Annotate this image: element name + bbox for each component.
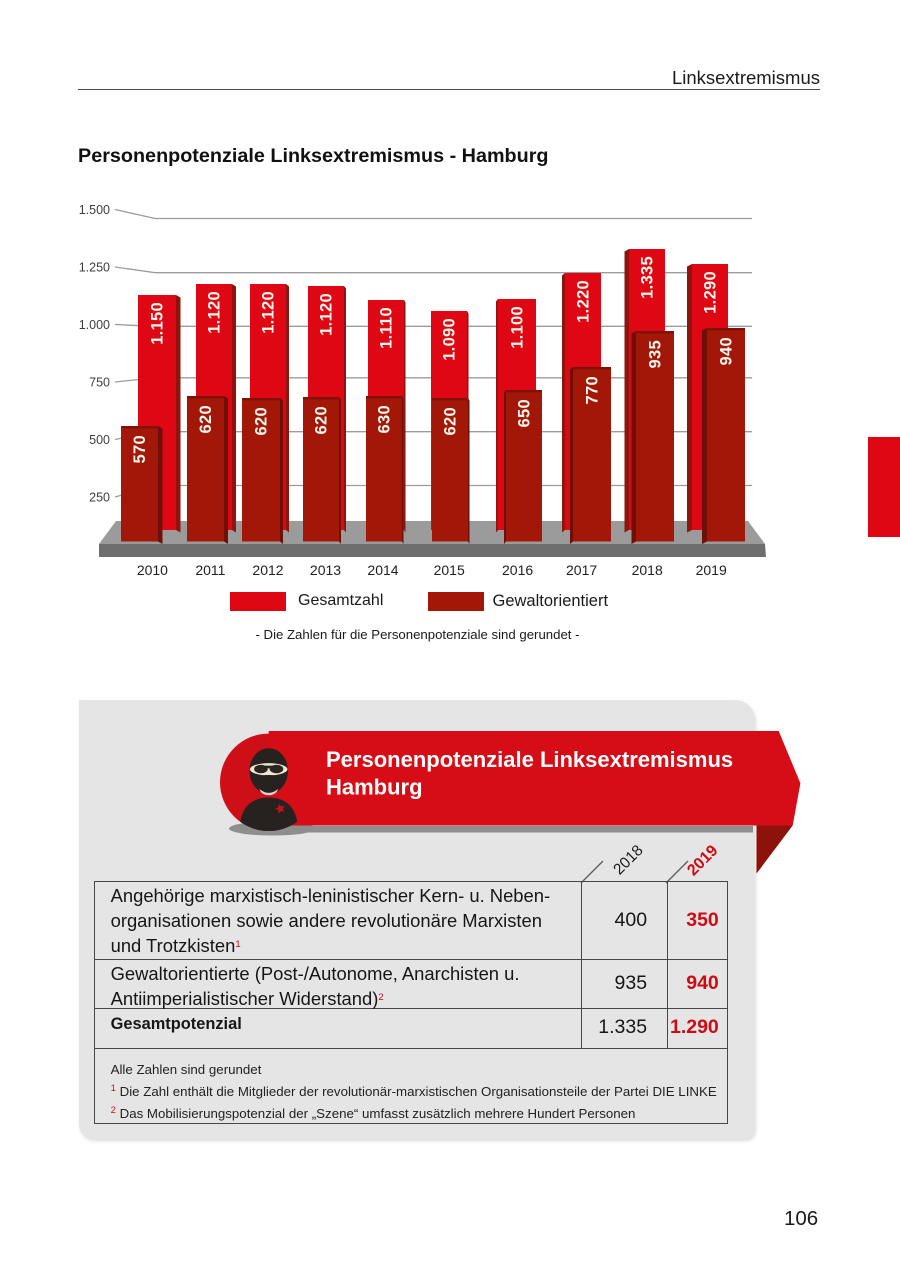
svg-text:1.290: 1.290 [702,271,720,314]
svg-text:2016: 2016 [502,562,533,578]
svg-text:2018: 2018 [632,562,663,578]
svg-text:1.335: 1.335 [639,256,657,299]
svg-text:1.000: 1.000 [79,318,110,332]
svg-text:1.090: 1.090 [441,318,459,361]
svg-text:1.220: 1.220 [575,280,593,323]
svg-text:2010: 2010 [137,562,168,578]
svg-text:2019: 2019 [696,562,727,578]
svg-text:1.120: 1.120 [318,293,336,336]
svg-text:1.250: 1.250 [79,261,110,275]
svg-text:2018: 2018 [610,842,646,878]
svg-text:1.150: 1.150 [149,302,167,345]
svg-text:2011: 2011 [195,562,225,578]
svg-text:630: 630 [376,405,394,433]
svg-text:1.120: 1.120 [260,291,278,334]
svg-text:Hamburg: Hamburg [326,775,423,800]
svg-text:250: 250 [89,491,110,505]
svg-text:500: 500 [89,433,110,447]
svg-text:620: 620 [197,405,215,433]
svg-text:1.110: 1.110 [378,307,396,349]
svg-text:770: 770 [584,376,602,404]
svg-text:2019: 2019 [684,842,721,879]
svg-text:750: 750 [89,376,110,390]
svg-text:935: 935 [647,340,665,368]
svg-text:Personenpotenziale Linksextrem: Personenpotenziale Linksextremismus [326,747,733,772]
svg-text:1.100: 1.100 [509,306,527,349]
svg-text:570: 570 [131,435,149,463]
svg-text:2012: 2012 [252,562,283,578]
svg-text:620: 620 [253,407,271,435]
svg-text:2014: 2014 [367,562,398,578]
svg-text:2015: 2015 [434,562,465,578]
svg-text:940: 940 [718,337,736,365]
svg-text:2017: 2017 [566,562,597,578]
svg-text:2013: 2013 [310,562,341,578]
svg-text:620: 620 [313,406,331,434]
svg-text:1.500: 1.500 [79,203,110,217]
svg-text:1.120: 1.120 [206,291,224,334]
svg-text:620: 620 [442,407,460,435]
svg-text:650: 650 [516,399,534,427]
